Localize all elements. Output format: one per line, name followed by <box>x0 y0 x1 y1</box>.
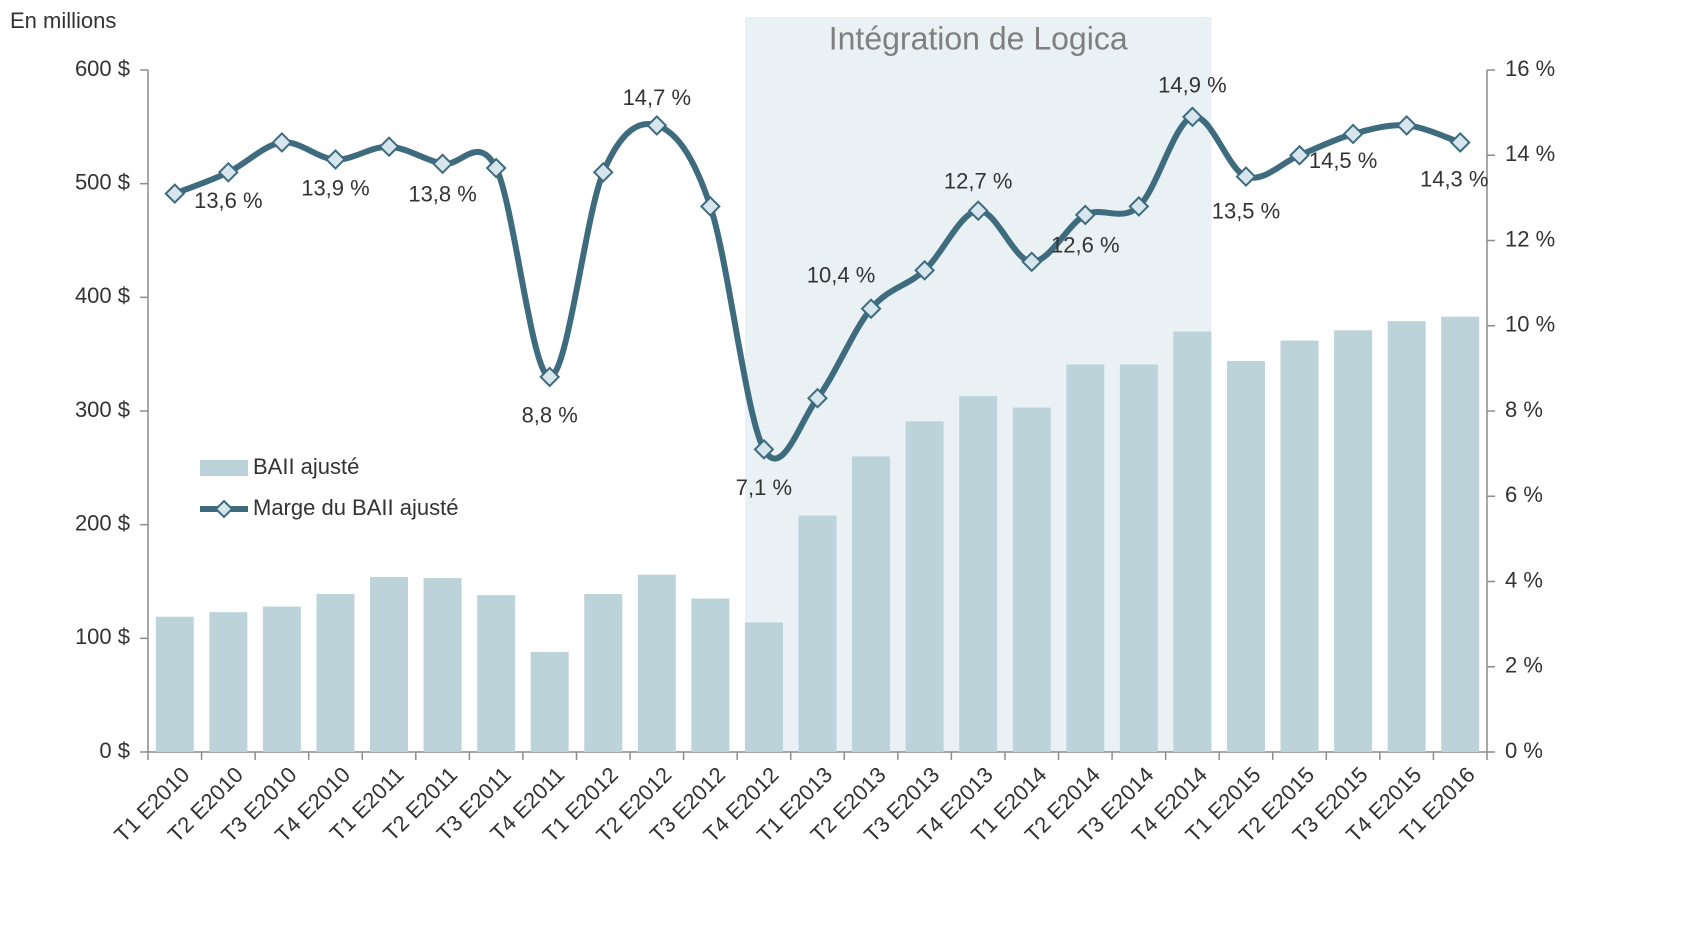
data-label: 14,3 % <box>1420 166 1489 191</box>
marker <box>432 153 453 175</box>
marker <box>807 387 828 409</box>
bar <box>1066 364 1105 752</box>
y2-tick-label: 8 % <box>1505 397 1543 422</box>
y-tick-label: 400 $ <box>75 283 130 308</box>
bar <box>691 598 730 752</box>
bar <box>1226 360 1265 752</box>
bar <box>1334 330 1373 752</box>
marker <box>271 132 293 153</box>
bar <box>530 651 569 752</box>
data-label: 13,6 % <box>194 188 263 213</box>
annotation: Intégration de Logica <box>829 20 1128 56</box>
bar <box>584 594 623 752</box>
data-label: 8,8 % <box>522 403 578 428</box>
marker <box>1235 166 1257 187</box>
data-label: 12,7 % <box>944 168 1013 193</box>
marker <box>1289 144 1310 166</box>
data-label: 7,1 % <box>736 475 792 500</box>
bar <box>316 594 355 752</box>
y-tick-label: 0 $ <box>99 738 130 763</box>
y2-tick-label: 12 % <box>1505 226 1555 251</box>
data-label: 13,8 % <box>408 182 477 207</box>
bar <box>370 576 409 752</box>
bar <box>905 421 944 752</box>
data-label: 12,6 % <box>1051 233 1120 258</box>
marker <box>592 161 614 183</box>
marker <box>1342 123 1364 145</box>
bar <box>852 456 891 752</box>
legend-swatch <box>200 460 248 476</box>
y2-tick-label: 4 % <box>1505 567 1543 592</box>
marker <box>378 136 400 158</box>
marker <box>1021 251 1043 273</box>
marker <box>699 195 721 217</box>
y-tick-label: 300 $ <box>75 397 130 422</box>
bar <box>1387 321 1426 752</box>
data-label: 14,7 % <box>623 85 692 110</box>
marker <box>1128 195 1150 217</box>
marker <box>914 259 936 281</box>
marker <box>485 157 507 179</box>
y-tick-label: 200 $ <box>75 510 130 535</box>
bar <box>744 622 783 752</box>
bar <box>637 574 676 752</box>
data-label: 13,5 % <box>1212 198 1281 223</box>
marker <box>217 161 239 183</box>
bar <box>477 595 516 752</box>
data-label: 14,9 % <box>1158 73 1227 98</box>
marker <box>164 183 186 205</box>
y2-tick-label: 14 % <box>1505 141 1555 166</box>
data-label: 14,5 % <box>1309 148 1378 173</box>
marker <box>1182 106 1203 128</box>
bar <box>1012 407 1051 752</box>
y2-tick-label: 0 % <box>1505 738 1543 763</box>
bar <box>1119 364 1158 752</box>
bar <box>209 612 248 752</box>
y2-tick-label: 10 % <box>1505 312 1555 337</box>
data-label: 10,4 % <box>807 263 876 288</box>
y2-tick-label: 6 % <box>1505 482 1543 507</box>
marker <box>967 200 989 222</box>
marker <box>539 366 561 388</box>
axis-title: En millions <box>10 8 116 33</box>
marker <box>1396 114 1418 136</box>
y-tick-label: 600 $ <box>75 56 130 81</box>
legend-label: Marge du BAII ajusté <box>253 495 458 520</box>
marker <box>1449 132 1471 153</box>
marker <box>646 114 668 136</box>
bar <box>423 578 462 752</box>
legend-marker <box>214 499 234 519</box>
bar <box>1173 331 1212 752</box>
marker <box>753 438 775 460</box>
bar <box>155 616 194 752</box>
bar <box>1280 340 1319 752</box>
y2-tick-label: 2 % <box>1505 653 1543 678</box>
marker <box>325 149 346 170</box>
bar <box>1441 316 1480 752</box>
y-tick-label: 100 $ <box>75 624 130 649</box>
bar <box>798 515 837 752</box>
marker <box>860 298 882 320</box>
bar <box>262 606 301 752</box>
legend-label: BAII ajusté <box>253 454 359 479</box>
data-label: 13,9 % <box>301 175 370 200</box>
y-tick-label: 500 $ <box>75 169 130 194</box>
y2-tick-label: 16 % <box>1505 56 1555 81</box>
bar <box>959 396 998 752</box>
marker <box>1074 204 1096 226</box>
